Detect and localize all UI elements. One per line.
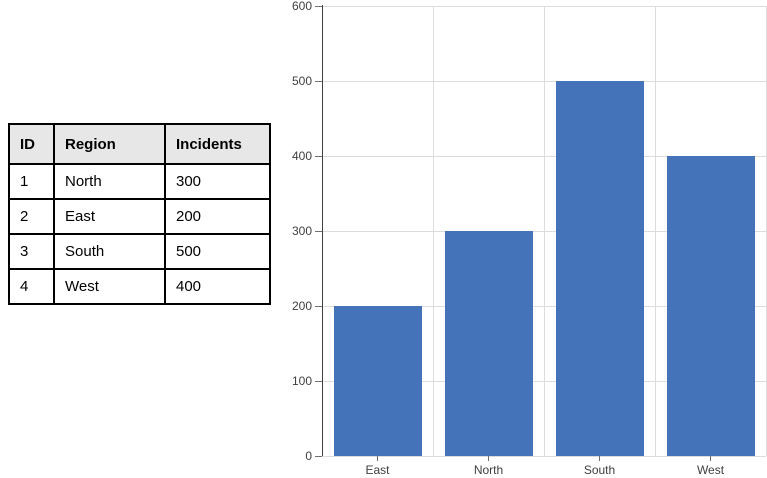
y-axis-label: 100: [291, 374, 312, 388]
h-gridline: [322, 305, 766, 307]
h-gridline: [322, 455, 766, 457]
cell-incidents: 500: [164, 233, 271, 270]
table-header-incidents: Incidents: [164, 123, 271, 165]
x-axis-label: East: [365, 463, 390, 477]
cell-incidents: 300: [164, 163, 271, 200]
cell-incidents: 200: [164, 198, 271, 235]
bar-north: [444, 231, 533, 456]
y-axis-label: 500: [291, 74, 312, 88]
h-gridline: [322, 5, 766, 7]
table-row: 3 South 500: [8, 233, 271, 270]
table-row: 1 North 300: [8, 163, 271, 200]
cell-incidents: 400: [164, 268, 271, 305]
table-header-id: ID: [8, 123, 55, 165]
y-axis-tick: [315, 5, 322, 7]
cell-id: 2: [8, 198, 55, 235]
y-axis-tick: [315, 230, 322, 232]
table-header-row: ID Region Incidents: [8, 123, 271, 165]
x-axis-label: South: [583, 463, 616, 477]
cell-id: 3: [8, 233, 55, 270]
y-axis-label: 600: [291, 0, 312, 13]
table-row: 2 East 200: [8, 198, 271, 235]
x-axis-tick: [377, 456, 378, 461]
x-axis-tick: [488, 456, 489, 461]
bar-east: [333, 306, 422, 456]
y-axis-tick: [315, 455, 322, 457]
y-axis-label: 400: [291, 149, 312, 163]
cell-id: 1: [8, 163, 55, 200]
table-header-region: Region: [53, 123, 166, 165]
y-axis-tick: [315, 80, 322, 82]
incidents-table: ID Region Incidents 1 North 300 2 East 2…: [8, 123, 271, 305]
h-gridline: [322, 230, 766, 232]
cell-region: East: [53, 198, 166, 235]
h-gridline: [322, 155, 766, 157]
x-axis-tick: [599, 456, 600, 461]
cell-id: 4: [8, 268, 55, 305]
x-axis-label: West: [696, 463, 725, 477]
y-axis-label: 0: [305, 449, 312, 463]
cell-region: South: [53, 233, 166, 270]
v-gridline: [543, 6, 545, 456]
y-axis-tick: [315, 155, 322, 157]
h-gridline: [322, 80, 766, 82]
cell-region: North: [53, 163, 166, 200]
y-axis-tick: [315, 380, 322, 382]
cell-region: West: [53, 268, 166, 305]
y-axis-label: 300: [291, 224, 312, 238]
bar-south: [555, 81, 644, 456]
v-gridline: [432, 6, 434, 456]
v-gridline: [654, 6, 656, 456]
v-gridline: [765, 6, 767, 456]
y-axis-label: 200: [291, 299, 312, 313]
y-axis-tick: [315, 305, 322, 307]
table-row: 4 West 400: [8, 268, 271, 305]
bar-west: [666, 156, 755, 456]
h-gridline: [322, 380, 766, 382]
x-axis-tick: [710, 456, 711, 461]
x-axis-label: North: [473, 463, 504, 477]
y-axis-line: [322, 5, 323, 456]
